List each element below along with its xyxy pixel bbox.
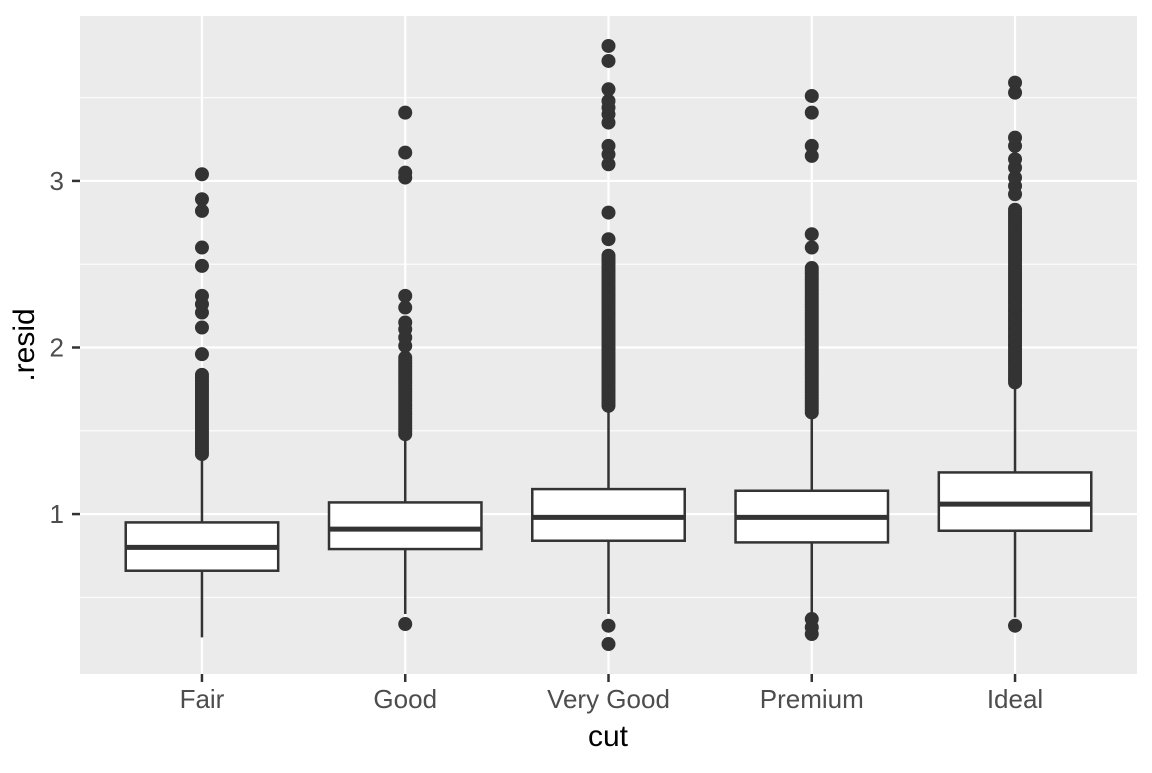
outlier-dot-premium: [804, 240, 819, 255]
outlier-dot-good: [398, 105, 413, 120]
outlier-dot-good: [398, 617, 413, 632]
outlier-dot-fair: [194, 367, 209, 382]
outlier-dot-ideal: [1008, 618, 1023, 633]
boxplot-very-good: [531, 38, 686, 652]
boxplot-data-layer: [124, 38, 1093, 652]
x-tick-label-ideal: Ideal: [987, 684, 1043, 714]
outlier-dot-good: [398, 145, 413, 160]
outlier-dot-premium: [804, 105, 819, 120]
y-tick-label-3: 3: [50, 166, 64, 196]
outlier-dot-fair: [194, 203, 209, 218]
x-tick-label-fair: Fair: [180, 684, 225, 714]
outlier-dot-very-good: [601, 232, 616, 247]
outlier-dot-fair: [194, 320, 209, 335]
outlier-dot-very-good: [601, 82, 616, 97]
outlier-dot-ideal: [1008, 170, 1023, 185]
outlier-dot-very-good: [601, 38, 616, 53]
outlier-dot-very-good: [601, 53, 616, 68]
boxplot-ideal: [937, 75, 1093, 633]
y-axis-title: .resid: [8, 308, 41, 381]
x-tick-label-premium: Premium: [760, 684, 864, 714]
outlier-dot-very-good: [601, 93, 616, 108]
outlier-dot-good: [398, 350, 413, 365]
outlier-dot-ideal: [1008, 152, 1023, 167]
boxplot-good: [327, 105, 483, 632]
outlier-dot-fair: [194, 288, 209, 303]
outlier-dot-ideal: [1008, 202, 1023, 217]
outlier-dot-fair: [194, 192, 209, 207]
outlier-dot-ideal: [1008, 130, 1023, 145]
outlier-dot-very-good: [601, 157, 616, 172]
outlier-dot-fair: [194, 240, 209, 255]
outlier-dot-good: [398, 300, 413, 315]
y-tick-label-1: 1: [50, 499, 64, 529]
outlier-dot-premium: [804, 148, 819, 163]
outlier-dot-very-good: [601, 138, 616, 153]
box-good: [327, 501, 483, 551]
outlier-dot-premium: [804, 612, 819, 627]
x-tick-label-very-good: Very Good: [547, 684, 670, 714]
axis-layer: 1 2 3 Fair Good Very Good Premium Ideal: [50, 166, 1044, 714]
y-tick-label-2: 2: [50, 332, 64, 362]
outlier-dot-premium: [804, 88, 819, 103]
outlier-dot-very-good: [601, 248, 616, 263]
outlier-dot-premium: [804, 227, 819, 242]
x-tick-label-good: Good: [373, 684, 437, 714]
outlier-dot-premium: [804, 138, 819, 153]
outlier-dot-ideal: [1008, 85, 1023, 100]
outlier-dot-fair: [194, 258, 209, 273]
outlier-dot-fair: [194, 167, 209, 182]
boxplot-premium: [734, 88, 890, 642]
outlier-dot-very-good: [601, 205, 616, 220]
boxplot-fair: [124, 167, 280, 638]
outlier-dot-good: [398, 288, 413, 303]
outlier-dot-very-good: [601, 637, 616, 652]
outlier-dot-very-good: [601, 618, 616, 633]
x-axis-title: cut: [588, 720, 629, 753]
outlier-dot-fair: [194, 347, 209, 362]
outlier-dot-ideal: [1008, 75, 1023, 90]
outlier-dot-premium: [804, 261, 819, 276]
outlier-dot-good: [398, 315, 413, 330]
outlier-dot-good: [398, 165, 413, 180]
